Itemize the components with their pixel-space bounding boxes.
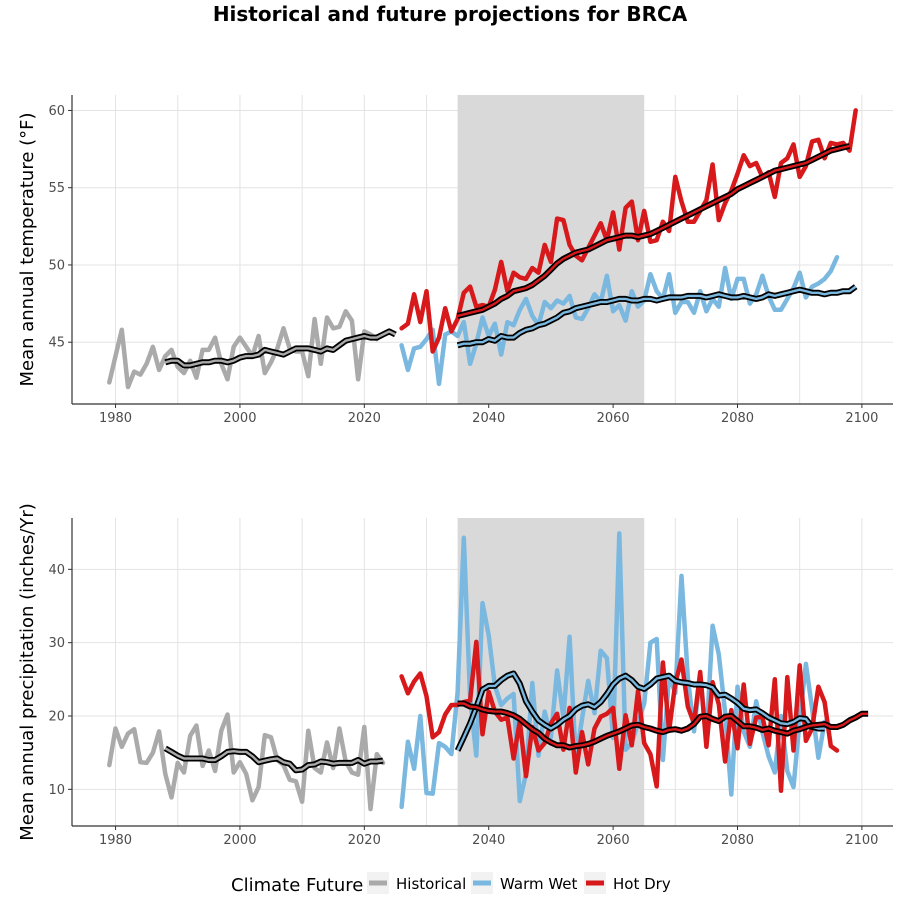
- x-tick-label: 2080: [721, 411, 754, 426]
- x-tick-label: 2040: [472, 411, 505, 426]
- legend: Climate Future Historical Warm Wet Hot Dry: [231, 872, 671, 896]
- running-mean-line-hot-dry: [457, 144, 850, 318]
- precipitation-panel: 1980 2000 2020 2040 2060 2080 2100 10 20 30 40 Mean…: [17, 503, 893, 848]
- x-tick-label: 2000: [223, 411, 256, 426]
- y-tick-label: 50: [48, 258, 65, 273]
- x-tick-label: 2000: [223, 833, 256, 848]
- running-mean-line-historical: [164, 747, 384, 772]
- running-mean-line-warm-wet: [457, 285, 857, 347]
- y-tick-label: 30: [48, 636, 65, 651]
- x-tick-label: 2060: [597, 833, 630, 848]
- x-tick-label: 2100: [845, 833, 878, 848]
- series-line-historical: [107, 712, 386, 812]
- x-tick-label: 2080: [721, 833, 754, 848]
- series-line-warm-wet: [399, 254, 840, 387]
- x-tick-label: 2020: [348, 411, 381, 426]
- y-tick-label: 40: [48, 563, 65, 578]
- legend-title: Climate Future: [231, 875, 363, 896]
- legend-label: Historical: [396, 875, 466, 893]
- running-mean-line-hot-dry: [457, 702, 869, 749]
- legend-label: Hot Dry: [613, 875, 671, 893]
- running-mean-line-warm-wet: [456, 672, 825, 752]
- x-tick-label: 2100: [845, 411, 878, 426]
- y-axis-label: Mean annual precipitation (inches/Yr): [17, 503, 38, 841]
- x-tick-label: 1980: [99, 833, 132, 848]
- y-axis-label: Mean annual temperature (°F): [17, 112, 38, 386]
- y-tick-label: 55: [48, 181, 65, 196]
- running-mean-line-historical: [165, 330, 396, 367]
- chart-title: Historical and future projections for BR…: [213, 2, 688, 26]
- y-tick-label: 20: [48, 710, 65, 725]
- y-tick-label: 60: [48, 104, 65, 119]
- x-tick-label: 1980: [99, 411, 132, 426]
- temperature-panel: 1980 2000 2020 2040 2060 2080 2100 45 50 55 60 Mean…: [17, 95, 893, 426]
- series-line-historical: [107, 309, 380, 390]
- x-tick-label: 2040: [472, 833, 505, 848]
- y-tick-label: 45: [48, 336, 65, 351]
- legend-label: Warm Wet: [500, 875, 578, 893]
- series-line-hot-dry: [399, 639, 840, 794]
- x-tick-label: 2020: [348, 833, 381, 848]
- y-tick-label: 10: [48, 783, 65, 798]
- x-tick-label: 2060: [597, 411, 630, 426]
